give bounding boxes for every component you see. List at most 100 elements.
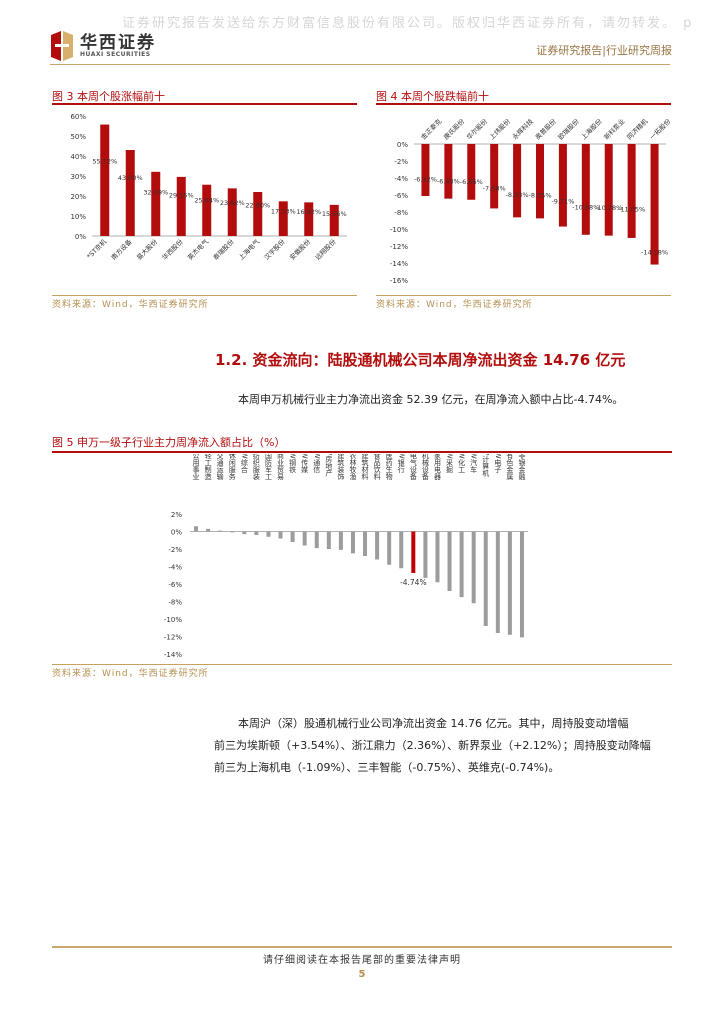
fig3-bar: [253, 192, 263, 236]
fig4-category-label: 上海股份: [579, 116, 604, 141]
fig4-category-label: 华尔股份: [464, 116, 489, 141]
fig3-ytick-label: 60%: [70, 113, 86, 121]
fig5-bar: [266, 531, 271, 537]
fig3-data-label: 16.82%: [296, 208, 321, 216]
fig4-category-label: 同济精机: [625, 116, 650, 141]
fig5-category-label: SW国防军工: [264, 454, 272, 480]
header-divider: [50, 64, 670, 65]
fig3-category-label: 上海电气: [236, 237, 261, 262]
fig4-ytick-label: -12%: [390, 243, 408, 251]
fig4-category-label: 金正泰克: [419, 116, 444, 141]
fig5-chart: 2% 0% -2% -4% -6% -8% -10% -12% -14% SW公用事业 SW轻工制造…: [164, 454, 528, 659]
fig5-bar: [218, 530, 223, 532]
holdings-paragraph-line3: 前三为上海机电（-1.09%）、三丰智能（-0.75%）、英维克(-0.74%)…: [214, 761, 560, 774]
fig5-bar: [363, 531, 368, 556]
fig5-bar: [387, 531, 392, 565]
fig4-data-label: -9.71%: [551, 197, 574, 205]
brand-name-en: HUAXI SECURITIES: [80, 51, 151, 58]
fig5-bar: [242, 531, 247, 535]
fig5-category-label: SW机械设备: [421, 454, 429, 481]
fig4-category-label: 新科泵业: [602, 116, 627, 141]
fig3-ytick-label: 10%: [70, 213, 86, 221]
fig3-category-label: 华西股份: [160, 237, 185, 262]
fig3-bar: [304, 202, 314, 236]
fig3-category-label: *ST京机: [85, 237, 109, 261]
fig4-category-label: 永辉科技: [510, 116, 535, 141]
brand-name: 华西证券: [80, 33, 156, 53]
fig3-data-label: 55.72%: [92, 158, 117, 166]
fig4-category-label: 庚氏股份: [441, 116, 466, 141]
section-title: 1.2. 资金流向：陆股通机械公司本周净流出资金 14.76 亿元: [215, 351, 626, 369]
fig5-bar: [411, 531, 416, 573]
fig5-category-label: SW化工: [458, 454, 466, 473]
fig5-bar: [314, 531, 319, 549]
fig4-data-label: -6.56%: [460, 178, 483, 186]
fig3-category-label: 安徽股份: [287, 237, 312, 262]
fig5-category-label: SW汽车: [470, 454, 478, 474]
holdings-paragraph-line2: 前三为埃斯顿（+3.54%）、浙江鼎力（2.36%）、新界泵业（+2.12%）；…: [214, 739, 651, 752]
fig5-category-label: SW有色金属: [506, 454, 514, 481]
fig5-category-label: SW商业贸易: [277, 454, 285, 481]
fig3-data-label: 22.00%: [245, 201, 270, 209]
fig5-category-label: SW房地产: [325, 454, 333, 477]
fig5-bar: [519, 531, 524, 638]
fig5-ytick-label: 0%: [171, 529, 182, 537]
fig5-ytick-label: -2%: [168, 546, 182, 554]
page-number: 5: [358, 969, 366, 980]
fig5-ytick-label: -8%: [168, 599, 182, 607]
fig4-bar: [604, 144, 613, 236]
fig3-ytick-label: 30%: [70, 173, 86, 181]
fig4-data-label: -8.75%: [529, 192, 552, 200]
fig4-data-label: -8.63%: [506, 191, 529, 199]
fig5-bar: [495, 531, 500, 633]
fig3-bar: [278, 201, 288, 236]
fig5-bar: [206, 528, 211, 532]
fig5-ytick-label: -10%: [164, 616, 182, 624]
fig4-ytick-label: -6%: [394, 192, 408, 200]
fig4-ytick-label: -4%: [394, 175, 408, 183]
fig5-category-label: SW医药生物: [385, 454, 393, 481]
fig5-title-rule: [52, 451, 672, 453]
fig3-data-label: 43.00%: [118, 174, 143, 182]
fig4-bar: [581, 144, 590, 235]
fig4-title-rule: [376, 103, 671, 105]
fig3-title-rule: [52, 103, 357, 105]
fig5-source: 资料来源：Wind，华西证券研究所: [52, 669, 209, 679]
fig5-bar: [278, 531, 283, 539]
fig4-data-label: -14.18%: [641, 249, 668, 257]
fig4-source-rule: [376, 295, 671, 296]
fig3-ytick-label: 20%: [70, 193, 86, 201]
brand-logo-icon: [51, 31, 73, 61]
fig4-bar: [627, 144, 636, 238]
fig5-category-label: SW通信: [313, 454, 321, 474]
fig4-data-label: -6.43%: [437, 177, 460, 185]
fig3-data-label: 25.64%: [194, 197, 219, 205]
fig4-bar: [490, 144, 499, 209]
fig3-category-label: 南方设备: [109, 237, 134, 262]
fig3-bar: [176, 176, 186, 236]
fig5-bar: [471, 531, 476, 604]
fig5-category-label: SW非银金融: [518, 454, 526, 481]
fig5-highlight-label: -4.74%: [400, 578, 427, 587]
fig3-bar: [202, 184, 212, 236]
fig3-title: 图 3 本周个股涨幅前十: [52, 90, 165, 103]
fig5-bar: [399, 531, 404, 569]
fig4-bar: [421, 144, 430, 197]
fig4-bar: [513, 144, 522, 218]
fig3-bar: [151, 171, 161, 236]
fig3-chart: 0% 10% 20% 30% 40% 50% 60% 55.72% *ST京机 43.00% 南方设…: [70, 113, 347, 262]
fig5-bar: [435, 531, 440, 583]
fig4-chart: 0% -2% -4% -6% -8% -10% -12% -14% -16% -6.12% 金正泰克…: [390, 116, 671, 285]
fig5-ytick-label: -12%: [164, 634, 182, 642]
fig5-category-label: SW传媒: [301, 454, 309, 474]
fig5-ytick-label: -14%: [164, 651, 182, 659]
fig3-source-rule: [52, 295, 357, 296]
fig3-data-label: 32.09%: [143, 188, 168, 196]
fig3-ytick-label: 0%: [75, 233, 86, 241]
fig5-bar: [302, 531, 307, 546]
fig5-category-label: SW采掘: [446, 454, 454, 474]
fig4-data-label: -10.78%: [595, 204, 622, 212]
fig4-data-label: -10.68%: [572, 203, 599, 211]
fig5-bar: [290, 531, 295, 542]
fig4-bar: [444, 144, 453, 199]
